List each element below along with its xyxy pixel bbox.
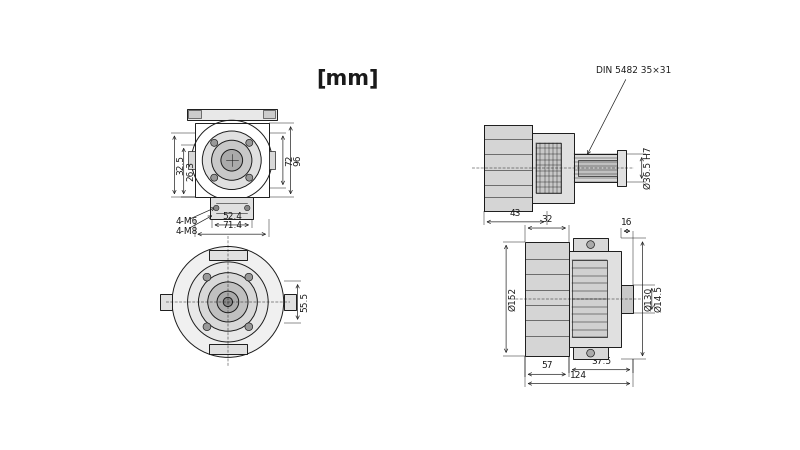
Circle shape [208, 282, 248, 322]
Text: [mm]: [mm] [317, 68, 379, 88]
Text: Ø152: Ø152 [509, 287, 518, 311]
Bar [578, 160, 617, 176]
Circle shape [202, 131, 262, 189]
Circle shape [221, 149, 242, 171]
Text: 4-M8: 4-M8 [176, 227, 198, 236]
Bar [187, 109, 277, 120]
Circle shape [198, 273, 258, 331]
Text: 55.5: 55.5 [300, 292, 309, 312]
Text: 16: 16 [622, 218, 633, 227]
Bar [532, 133, 574, 202]
Bar [210, 197, 254, 219]
Text: 32: 32 [541, 215, 553, 224]
Bar [617, 150, 626, 186]
Text: DIN 5482 35×31: DIN 5482 35×31 [596, 67, 671, 76]
Bar [536, 143, 561, 193]
Circle shape [246, 174, 253, 181]
Text: Ø130: Ø130 [645, 287, 654, 311]
Bar [160, 294, 172, 310]
Circle shape [203, 273, 211, 281]
Circle shape [246, 140, 253, 146]
Text: 96: 96 [293, 154, 302, 166]
Bar [188, 110, 201, 118]
Text: 37.5: 37.5 [591, 357, 611, 366]
Bar [573, 347, 608, 359]
Circle shape [211, 140, 252, 180]
Circle shape [223, 297, 233, 306]
Bar [484, 125, 532, 211]
Text: 43: 43 [510, 209, 521, 218]
Bar [188, 151, 194, 170]
Text: Ø36.5 H7: Ø36.5 H7 [644, 147, 653, 189]
Bar [525, 242, 569, 356]
Circle shape [187, 262, 268, 342]
Text: 52.4: 52.4 [222, 212, 242, 221]
Bar [569, 251, 621, 347]
Text: 4-M6: 4-M6 [176, 217, 198, 226]
Circle shape [210, 174, 218, 181]
Bar [194, 123, 269, 197]
Circle shape [203, 323, 211, 331]
Bar [573, 238, 608, 251]
Circle shape [586, 241, 594, 248]
Circle shape [172, 247, 284, 357]
Bar [621, 285, 634, 313]
Bar [262, 110, 275, 118]
Text: 71.4: 71.4 [222, 221, 242, 230]
Text: 124: 124 [570, 371, 587, 380]
Bar [574, 154, 617, 182]
Circle shape [245, 205, 250, 211]
Circle shape [245, 273, 253, 281]
Text: Ø14.5: Ø14.5 [654, 285, 663, 312]
Bar [269, 151, 275, 170]
Circle shape [586, 349, 594, 357]
Bar [572, 261, 607, 338]
Bar [209, 343, 247, 354]
Circle shape [210, 140, 218, 146]
Circle shape [245, 323, 253, 331]
Text: 32.5: 32.5 [177, 155, 186, 175]
Bar [209, 250, 247, 261]
Text: 57: 57 [541, 361, 553, 370]
Bar [284, 294, 296, 310]
Circle shape [214, 205, 219, 211]
Circle shape [217, 291, 238, 313]
Text: 72: 72 [286, 154, 294, 166]
Text: 26.3: 26.3 [186, 161, 195, 181]
